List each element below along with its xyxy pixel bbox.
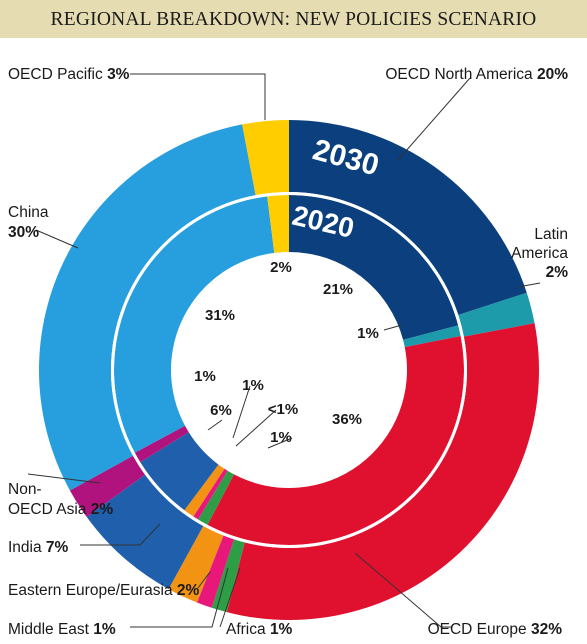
- slice-2020-oecd-europe: [207, 336, 465, 546]
- chart-title: REGIONAL BREAKDOWN: NEW POLICIES SCENARI…: [0, 0, 587, 38]
- inner-pct-middle-east: <1%: [268, 401, 298, 418]
- slice-2030-china: [39, 124, 256, 491]
- region-name-china: China 30%: [8, 204, 49, 241]
- slice-2030-india: [86, 474, 204, 590]
- region-label-india: India 7%: [8, 523, 161, 556]
- inner-pct-india: 6%: [210, 402, 232, 419]
- leader-line-middle-east: [130, 567, 229, 628]
- leader-line-oecd-north-america: [397, 77, 471, 161]
- slice-2030-oecd-europe: [226, 323, 540, 621]
- slice-2030-middle-east: [196, 535, 234, 608]
- slice-2020-oecd-pacific: [267, 195, 289, 253]
- region-name-non-oecd-asia: Non-OECD Asia 2%: [8, 481, 113, 518]
- inner-pct-oecd-europe: 36%: [332, 411, 362, 428]
- slice-2020-oecd-north-america: [289, 195, 459, 340]
- slice-2030-eastern-europe-eurasia: [168, 525, 224, 603]
- ring-separator: [111, 192, 467, 548]
- inner-pct-eastern-europe-eurasia: 1%: [242, 377, 264, 394]
- region-label-oecd-north-america: OECD North America 20%: [385, 66, 568, 161]
- inner-leader-line: [267, 437, 293, 449]
- inner-leader-line: [383, 324, 403, 331]
- slice-2020-non-oecd-asia: [134, 425, 189, 463]
- region-name-middle-east: Middle East 1%: [8, 621, 116, 638]
- inner-pct-oecd-north-america: 21%: [323, 281, 353, 298]
- region-label-latin-america: Latin America 2%: [511, 226, 568, 288]
- slice-2030-oecd-north-america: [289, 120, 527, 315]
- leader-line-eastern-europe-eurasia: [197, 571, 211, 589]
- leader-line-latin-america: [517, 282, 541, 288]
- slice-2020-middle-east: [193, 468, 228, 520]
- slice-2020-latin-america: [403, 325, 461, 348]
- region-label-oecd-pacific: OECD Pacific 3%: [8, 66, 266, 120]
- slice-2020-eastern-europe-eurasia: [184, 464, 225, 517]
- region-label-china: China 30%: [8, 204, 79, 249]
- region-name-africa: Africa 1%: [226, 621, 293, 638]
- region-name-latin-america: Latin America 2%: [511, 226, 568, 281]
- region-name-india: India 7%: [8, 539, 69, 556]
- slice-2020-africa: [197, 470, 235, 525]
- slice-2030-non-oecd-asia: [69, 455, 145, 517]
- region-name-oecd-pacific: OECD Pacific 3%: [8, 66, 130, 83]
- inner-leader-line: [207, 419, 223, 431]
- inner-pct-oecd-pacific: 2%: [270, 259, 292, 276]
- region-label-middle-east: Middle East 1%: [8, 567, 229, 638]
- region-label-oecd-europe: OECD Europe 32%: [354, 552, 563, 638]
- leader-line-china: [35, 229, 79, 249]
- inner-pct-non-oecd-asia: 1%: [194, 368, 216, 385]
- slice-2020-china: [114, 196, 275, 453]
- slice-2030-africa: [211, 539, 245, 613]
- slice-2030-oecd-pacific: [242, 120, 289, 196]
- region-label-eastern-europe-eurasia: Eastern Europe/Eurasia 2%: [8, 571, 211, 599]
- donut-hole: [172, 253, 406, 487]
- leader-line-non-oecd-asia: [27, 473, 101, 484]
- inner-leader-line: [232, 385, 251, 439]
- inner-pct-africa: 1%: [270, 429, 292, 446]
- inner-pct-china: 31%: [205, 307, 235, 324]
- region-label-africa: Africa 1%: [219, 567, 293, 638]
- slice-2030-latin-america: [458, 292, 535, 337]
- leader-line-india: [80, 523, 161, 546]
- region-name-oecd-north-america: OECD North America 20%: [385, 66, 568, 83]
- slice-2020-india: [140, 432, 219, 511]
- region-label-non-oecd-asia: Non-OECD Asia 2%: [8, 473, 113, 518]
- region-name-eastern-europe-eurasia: Eastern Europe/Eurasia 2%: [8, 582, 199, 599]
- inner-leader-line: [235, 409, 277, 447]
- leader-line-oecd-europe: [354, 552, 452, 628]
- leader-line-oecd-pacific: [130, 73, 266, 120]
- leader-line-africa: [219, 567, 241, 628]
- inner-pct-latin-america: 1%: [357, 325, 379, 342]
- region-name-oecd-europe: OECD Europe 32%: [428, 621, 563, 638]
